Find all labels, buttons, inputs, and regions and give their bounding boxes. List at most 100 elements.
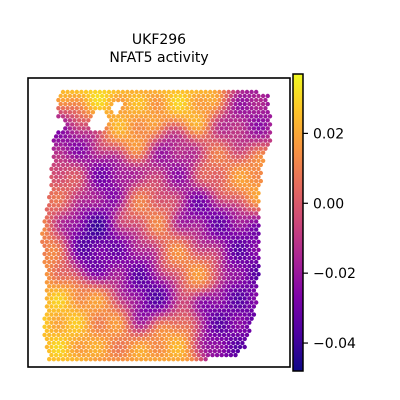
spot	[79, 259, 84, 265]
spot	[157, 97, 162, 103]
spot	[256, 263, 261, 269]
spot	[205, 328, 211, 333]
spot	[198, 178, 204, 184]
spot	[203, 89, 208, 95]
spot	[240, 332, 245, 338]
spot	[242, 134, 247, 139]
spot	[159, 344, 165, 350]
spot	[56, 324, 61, 329]
spot	[168, 352, 174, 358]
spot	[256, 174, 261, 180]
spot	[168, 312, 174, 317]
spot	[175, 178, 181, 184]
spot	[102, 97, 107, 103]
spot	[185, 227, 190, 232]
spot	[244, 251, 250, 257]
spot	[63, 191, 68, 196]
spot	[155, 174, 160, 180]
spot	[109, 296, 114, 301]
spot	[221, 106, 227, 111]
spot	[47, 324, 52, 329]
spot	[53, 328, 59, 333]
spot	[72, 199, 77, 204]
spot	[221, 227, 227, 232]
spot	[180, 219, 185, 224]
spot	[58, 93, 63, 99]
spot	[79, 187, 84, 192]
spot	[53, 166, 59, 172]
spot	[109, 231, 114, 236]
spot	[113, 352, 119, 358]
spot	[104, 101, 109, 107]
spot	[233, 231, 238, 236]
spot	[95, 101, 100, 107]
spot	[194, 170, 199, 176]
spot	[175, 195, 181, 200]
spot	[217, 332, 222, 338]
spot	[113, 263, 119, 269]
spot	[249, 227, 254, 232]
spot	[113, 288, 119, 293]
spot	[228, 352, 234, 358]
spot	[258, 178, 263, 184]
spot	[63, 118, 68, 123]
spot	[122, 182, 128, 188]
spot	[263, 114, 268, 119]
spot	[90, 215, 96, 220]
spot	[120, 219, 126, 224]
spot	[145, 174, 151, 180]
spot	[219, 110, 224, 115]
spot	[201, 199, 206, 204]
spot	[72, 231, 77, 236]
spot	[166, 357, 171, 362]
spot	[88, 227, 93, 232]
spot	[58, 352, 63, 358]
spot	[58, 134, 63, 139]
spot	[86, 126, 91, 131]
spot	[221, 243, 227, 248]
spot	[263, 138, 268, 143]
spot	[166, 332, 171, 338]
spot	[47, 267, 52, 273]
chart-subtitle: NFAT5 activity	[109, 50, 208, 66]
spot	[127, 304, 132, 309]
spot	[228, 328, 234, 333]
spot	[139, 178, 144, 184]
spot	[173, 134, 178, 139]
spot	[224, 263, 229, 269]
spot	[185, 106, 190, 111]
spot	[164, 101, 169, 107]
spot	[116, 162, 121, 168]
spot	[251, 150, 257, 155]
spot	[189, 324, 194, 329]
spot	[60, 259, 66, 265]
spot	[208, 97, 213, 103]
spot	[148, 187, 153, 192]
spot	[175, 97, 181, 103]
spot	[251, 174, 257, 180]
spot	[56, 203, 61, 208]
spot	[251, 223, 257, 228]
spot	[178, 320, 183, 325]
spot	[178, 223, 183, 228]
spot	[129, 195, 135, 200]
spot	[76, 110, 82, 115]
spot	[122, 199, 128, 204]
spot	[65, 170, 70, 176]
spot	[237, 344, 243, 350]
spot	[132, 255, 137, 261]
spot	[162, 243, 167, 248]
spot	[99, 272, 105, 277]
spot	[79, 178, 84, 184]
spot	[175, 130, 181, 135]
spot	[116, 292, 121, 297]
spot	[65, 187, 70, 192]
spot	[67, 263, 73, 269]
spot	[150, 93, 155, 99]
spot	[244, 227, 250, 232]
spot	[217, 276, 222, 281]
spot	[97, 170, 103, 176]
spot	[81, 223, 86, 228]
spot	[240, 106, 245, 111]
spot	[212, 130, 217, 135]
